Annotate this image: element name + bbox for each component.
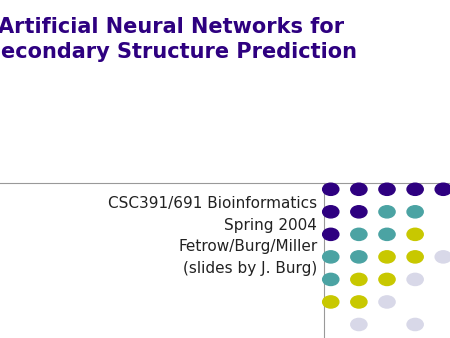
Text: CSC391/691 Bioinformatics
Spring 2004
Fetrow/Burg/Miller
(slides by J. Burg): CSC391/691 Bioinformatics Spring 2004 Fe… bbox=[108, 196, 317, 276]
Circle shape bbox=[351, 206, 367, 218]
Text: Artificial Neural Networks for
Secondary Structure Prediction: Artificial Neural Networks for Secondary… bbox=[0, 17, 356, 62]
Circle shape bbox=[323, 206, 339, 218]
Circle shape bbox=[379, 228, 395, 240]
Circle shape bbox=[407, 273, 423, 286]
Circle shape bbox=[407, 228, 423, 240]
Circle shape bbox=[351, 251, 367, 263]
Circle shape bbox=[351, 183, 367, 195]
Circle shape bbox=[379, 296, 395, 308]
Circle shape bbox=[351, 296, 367, 308]
Circle shape bbox=[407, 318, 423, 331]
Circle shape bbox=[351, 318, 367, 331]
Circle shape bbox=[407, 206, 423, 218]
Circle shape bbox=[323, 296, 339, 308]
Circle shape bbox=[435, 251, 450, 263]
Circle shape bbox=[323, 228, 339, 240]
Circle shape bbox=[407, 251, 423, 263]
Circle shape bbox=[323, 251, 339, 263]
Circle shape bbox=[379, 251, 395, 263]
Circle shape bbox=[379, 273, 395, 286]
Circle shape bbox=[435, 183, 450, 195]
Circle shape bbox=[351, 228, 367, 240]
Circle shape bbox=[379, 183, 395, 195]
Circle shape bbox=[323, 183, 339, 195]
Circle shape bbox=[323, 273, 339, 286]
Circle shape bbox=[379, 206, 395, 218]
Circle shape bbox=[351, 273, 367, 286]
Circle shape bbox=[407, 183, 423, 195]
